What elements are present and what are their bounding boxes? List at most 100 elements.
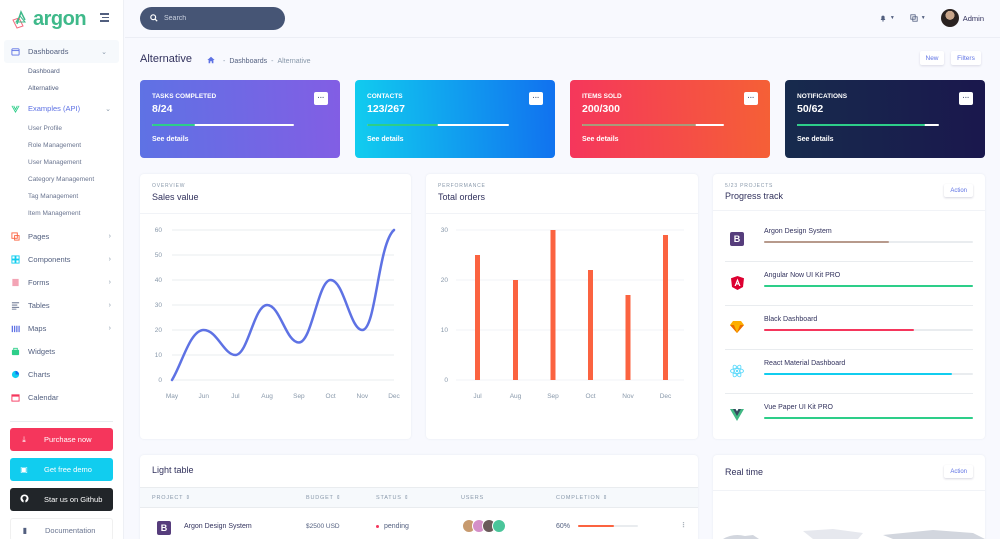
notifications-dropdown[interactable]: ▼ <box>879 14 895 22</box>
sidebar-item-dashboards[interactable]: Dashboards ⌄ <box>4 40 119 63</box>
brand-name: argon <box>33 7 87 30</box>
avatar[interactable] <box>940 9 959 27</box>
svg-text:60: 60 <box>155 227 163 234</box>
x-axis-labels: Jul Aug Sep Oct Nov Dec <box>473 393 672 400</box>
sidebar-sub-tag-management[interactable]: Tag Management <box>28 193 79 200</box>
bar-aug[interactable] <box>513 280 518 380</box>
new-button[interactable]: New <box>920 51 944 65</box>
sidebar-item-label: Forms <box>28 278 50 287</box>
more-options-button[interactable]: ··· <box>744 92 758 105</box>
sidebar-sub-alternative[interactable]: Alternative <box>28 85 59 92</box>
filters-button[interactable]: Filters <box>951 51 981 65</box>
more-options-button[interactable]: ··· <box>529 92 543 105</box>
user-name[interactable]: Admin <box>962 13 984 23</box>
bar-nov[interactable] <box>625 295 631 380</box>
svg-text:40: 40 <box>155 277 163 284</box>
sidebar-sub-role-management[interactable]: Role Management <box>28 142 82 149</box>
widgets-icon <box>10 347 20 357</box>
see-details-link[interactable]: See details <box>582 136 619 143</box>
sidebar-item-forms[interactable]: Forms › <box>0 271 123 294</box>
search-icon <box>150 13 158 24</box>
stat-progress <box>797 124 939 126</box>
chevron-down-icon: ⌄ <box>101 48 107 56</box>
sidebar-sub-item-management[interactable]: Item Management <box>28 210 81 217</box>
card-header: Performance Total orders <box>426 174 698 214</box>
stat-value: 123/267 <box>367 103 405 115</box>
status-dot-icon <box>376 524 379 528</box>
get-free-demo-button[interactable]: ▣ Get free demo <box>10 458 113 481</box>
card-title: Sales value <box>152 192 199 202</box>
page-title: Alternative <box>140 53 192 65</box>
action-button[interactable]: Action <box>944 465 973 478</box>
github-star-button[interactable]: Star us on Github <box>10 488 113 511</box>
sidebar-sub-user-profile[interactable]: User Profile <box>28 125 62 132</box>
see-details-link[interactable]: See details <box>367 136 404 143</box>
column-header-users: Users <box>461 495 484 501</box>
bar-sep[interactable] <box>550 230 556 380</box>
orders-bar-chart[interactable]: 30 20 10 0 Jul Aug Sep Oct Nov Dec <box>426 214 698 414</box>
shortcuts-dropdown[interactable]: ▼ <box>910 14 926 22</box>
column-header-status[interactable]: Status ⇕ <box>376 495 410 501</box>
action-button[interactable]: Action <box>944 184 973 197</box>
card-title: Progress track <box>725 191 784 201</box>
sales-line <box>170 228 396 382</box>
stat-label: Notifications <box>797 93 848 100</box>
bar-jul[interactable] <box>475 255 480 380</box>
bar-dec[interactable] <box>663 235 668 380</box>
purchase-now-button[interactable]: ⤓ Purchase now <box>10 428 113 451</box>
sidenav-toggler[interactable] <box>100 13 109 24</box>
svg-text:Oct: Oct <box>326 393 336 400</box>
charts-icon <box>10 370 20 380</box>
bootstrap-icon: B <box>157 521 171 535</box>
completion-value: 60% <box>556 523 571 530</box>
column-header-project[interactable]: Project ⇕ <box>152 495 191 501</box>
column-header-completion[interactable]: Completion ⇕ <box>556 495 609 501</box>
topbar: ▼ ▼ Admin <box>125 0 1000 38</box>
world-map[interactable] <box>723 525 985 539</box>
chevron-down-icon: ⌄ <box>105 105 111 113</box>
sidebar-item-pages[interactable]: Pages › <box>0 225 123 248</box>
svg-text:30: 30 <box>441 227 449 234</box>
sidebar-item-components[interactable]: Components › <box>0 248 123 271</box>
sales-line-chart[interactable]: 60 50 40 30 20 10 0 May Jun Jul Aug Sep … <box>140 214 411 414</box>
progress-bar <box>764 373 973 375</box>
stat-value: 200/300 <box>582 103 620 115</box>
home-icon[interactable] <box>207 56 215 66</box>
bar-oct[interactable] <box>588 270 593 380</box>
shortcuts-icon <box>910 14 918 22</box>
angular-icon <box>730 276 744 290</box>
more-options-button[interactable]: ··· <box>959 92 973 105</box>
progress-item[interactable]: React Material Dashboard <box>725 350 973 394</box>
sidebar-item-widgets[interactable]: Widgets <box>0 340 123 363</box>
see-details-link[interactable]: See details <box>797 136 834 143</box>
svg-text:Jul: Jul <box>231 393 240 400</box>
sidebar-item-tables[interactable]: Tables › <box>0 294 123 317</box>
sidebar-item-charts[interactable]: Charts <box>0 363 123 386</box>
documentation-button[interactable]: ▮ Documentation <box>10 518 113 539</box>
sidebar-sub-user-management[interactable]: User Management <box>28 159 82 166</box>
progress-item[interactable]: Black Dashboard <box>725 306 973 350</box>
caret-down-icon: ▼ <box>889 15 895 21</box>
stat-label: Items sold <box>582 93 622 100</box>
avatar[interactable] <box>492 519 506 533</box>
sidebar-item-label: Widgets <box>28 347 56 356</box>
see-details-link[interactable]: See details <box>152 136 189 143</box>
search-input[interactable] <box>164 15 274 22</box>
search-box[interactable] <box>140 7 285 30</box>
progress-item[interactable]: B Argon Design System <box>725 218 973 262</box>
sidebar-item-calendar[interactable]: Calendar <box>0 386 123 409</box>
sidebar-item-maps[interactable]: Maps › <box>0 317 123 340</box>
column-header-budget[interactable]: Budget ⇕ <box>306 495 342 501</box>
row-actions-icon[interactable]: ⋮ <box>680 522 687 529</box>
more-options-button[interactable]: ··· <box>314 92 328 105</box>
svg-text:Jul: Jul <box>473 393 482 400</box>
brand[interactable]: argon <box>0 0 123 38</box>
card-title: Real time <box>725 467 764 477</box>
sidebar-sub-dashboard[interactable]: Dashboard <box>28 68 60 75</box>
sidebar-sub-category-management[interactable]: Category Management <box>28 176 95 183</box>
project-name[interactable]: Argon Design System <box>184 523 252 530</box>
breadcrumb-dashboards[interactable]: Dashboards <box>229 57 268 65</box>
progress-item[interactable]: Angular Now UI Kit PRO <box>725 262 973 306</box>
progress-item[interactable]: Vue Paper UI Kit PRO <box>725 394 973 438</box>
sidebar-item-examples[interactable]: Examples (API) ⌄ <box>0 97 123 120</box>
